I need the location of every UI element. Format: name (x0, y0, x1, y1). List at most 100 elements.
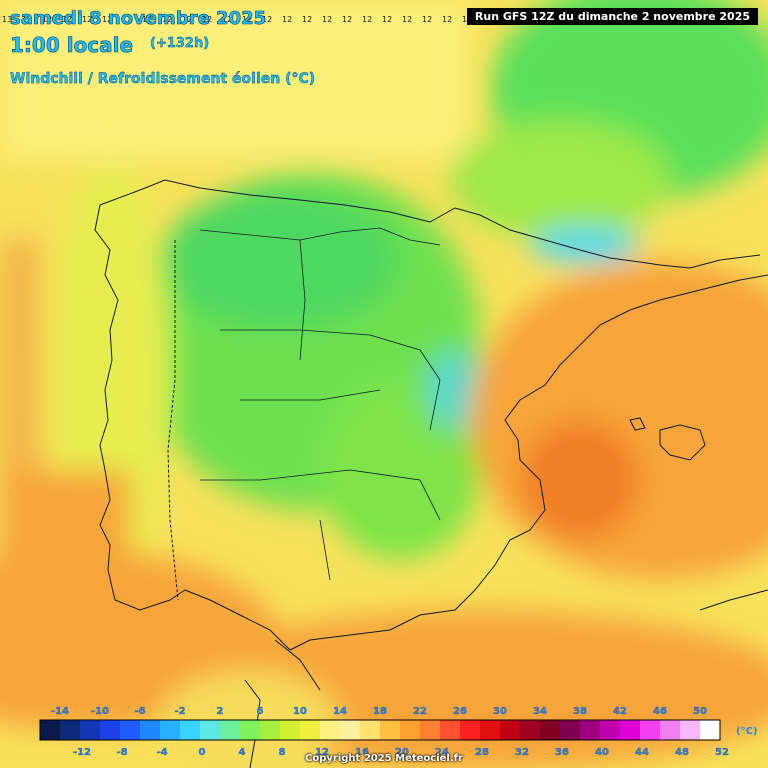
legend-swatch (600, 720, 621, 740)
legend-label-top: 42 (613, 706, 627, 717)
legend-swatch (120, 720, 141, 740)
color-legend: -14 -10 -6 -2 2 6 10 14 18 22 26 30 34 38 42 46 50-12 -8-… (39, 706, 729, 758)
legend-swatch (400, 720, 421, 740)
grid-value: 12 (122, 15, 132, 24)
legend-swatch (80, 720, 101, 740)
legend-label-bottom: 32 (515, 747, 529, 758)
legend-label-bottom: 16 (355, 747, 369, 758)
grid-value: 12 (382, 15, 392, 24)
grid-value: 12 (222, 15, 232, 24)
grid-value: 12 (182, 15, 192, 24)
legend-label-top: -2 (174, 706, 185, 717)
grid-value: 12 (322, 15, 332, 24)
legend-label-top: 22 (413, 706, 427, 717)
legend-label-bottom: -4 (156, 747, 167, 758)
grid-value: 12 (262, 15, 272, 24)
legend-swatch (680, 720, 701, 740)
grid-value: 13 (22, 15, 32, 24)
legend-swatch (300, 720, 321, 740)
legend-label-bottom: 20 (395, 747, 409, 758)
legend-label-bottom: 52 (715, 747, 729, 758)
grid-value: 12 (282, 15, 292, 24)
legend-swatch (100, 720, 121, 740)
forecast-time: 1:00 locale (10, 33, 134, 58)
grid-value: 12 (62, 15, 72, 24)
legend-swatch (380, 720, 401, 740)
legend-swatch (620, 720, 641, 740)
grid-value: 12 (302, 15, 312, 24)
legend-label-top: -14 (51, 706, 69, 717)
legend-swatch (700, 720, 721, 740)
grid-value: 12 (102, 15, 112, 24)
legend-label-bottom: -12 (73, 747, 91, 758)
legend-label-top: 6 (257, 706, 264, 717)
legend-swatch (440, 720, 461, 740)
forecast-date: samedi 8 novembre 2025 (10, 8, 267, 30)
legend-label-bottom: 8 (279, 747, 286, 758)
legend-label-bottom: 48 (675, 747, 689, 758)
legend-swatch (200, 720, 221, 740)
run-info: Run GFS 12Z du dimanche 2 novembre 2025 (466, 8, 758, 25)
legend-swatch (160, 720, 181, 740)
copyright: Copyright 2025 Meteociel.fr (305, 753, 463, 764)
grid-value: 12 (82, 15, 92, 24)
legend-swatch (320, 720, 341, 740)
legend-swatch (480, 720, 501, 740)
legend-swatch (180, 720, 201, 740)
parameter-title: Windchill / Refroidissement éolien (°C) (10, 71, 316, 87)
legend-label-top: 34 (533, 706, 547, 717)
legend-label-bottom: 24 (435, 747, 449, 758)
legend-label-top: -10 (91, 706, 109, 717)
grid-value: 12 (162, 15, 172, 24)
legend-unit: (°C) (736, 726, 758, 737)
grid-value: 12 (202, 15, 212, 24)
legend-label-bottom: -8 (116, 747, 127, 758)
legend-swatch (340, 720, 361, 740)
grid-value: 12 (342, 15, 352, 24)
grid-value: 12 (142, 15, 152, 24)
legend-swatch (240, 720, 261, 740)
legend-label-top: -6 (134, 706, 145, 717)
grid-value: 13 (2, 15, 12, 24)
legend-swatch (420, 720, 441, 740)
grid-value: 12 (402, 15, 412, 24)
legend-label-bottom: 4 (239, 747, 246, 758)
legend-label-bottom: 28 (475, 747, 489, 758)
legend-swatch (500, 720, 521, 740)
legend-label-top: 18 (373, 706, 387, 717)
legend-label-top: 46 (653, 706, 667, 717)
grid-value: 12 (362, 15, 372, 24)
legend-label-bottom: 40 (595, 747, 609, 758)
legend-swatch (520, 720, 541, 740)
forecast-offset: (+132h) (150, 36, 210, 51)
legend-swatch (360, 720, 381, 740)
legend-label-bottom: 12 (315, 747, 329, 758)
legend-swatch (640, 720, 661, 740)
legend-swatch (280, 720, 301, 740)
legend-border (39, 719, 721, 741)
legend-swatch (560, 720, 581, 740)
legend-label-bottom: 36 (555, 747, 569, 758)
legend-swatch (40, 720, 61, 740)
legend-label-bottom: 44 (635, 747, 649, 758)
grid-value: 12 (242, 15, 252, 24)
legend-swatch (580, 720, 601, 740)
legend-swatch (260, 720, 281, 740)
legend-swatch (60, 720, 81, 740)
grid-value: 12 (442, 15, 452, 24)
legend-swatch (220, 720, 241, 740)
grid-value: 12 (422, 15, 432, 24)
legend-swatch (460, 720, 481, 740)
legend-label-top: 10 (293, 706, 307, 717)
legend-label-top: 50 (693, 706, 707, 717)
grid-value: 12 (42, 15, 52, 24)
legend-swatch (140, 720, 161, 740)
legend-label-bottom: 0 (199, 747, 206, 758)
legend-label-top: 2 (217, 706, 224, 717)
legend-swatch (540, 720, 561, 740)
legend-label-top: 14 (333, 706, 347, 717)
legend-label-top: 30 (493, 706, 507, 717)
legend-swatch (660, 720, 681, 740)
legend-label-top: 26 (453, 706, 467, 717)
